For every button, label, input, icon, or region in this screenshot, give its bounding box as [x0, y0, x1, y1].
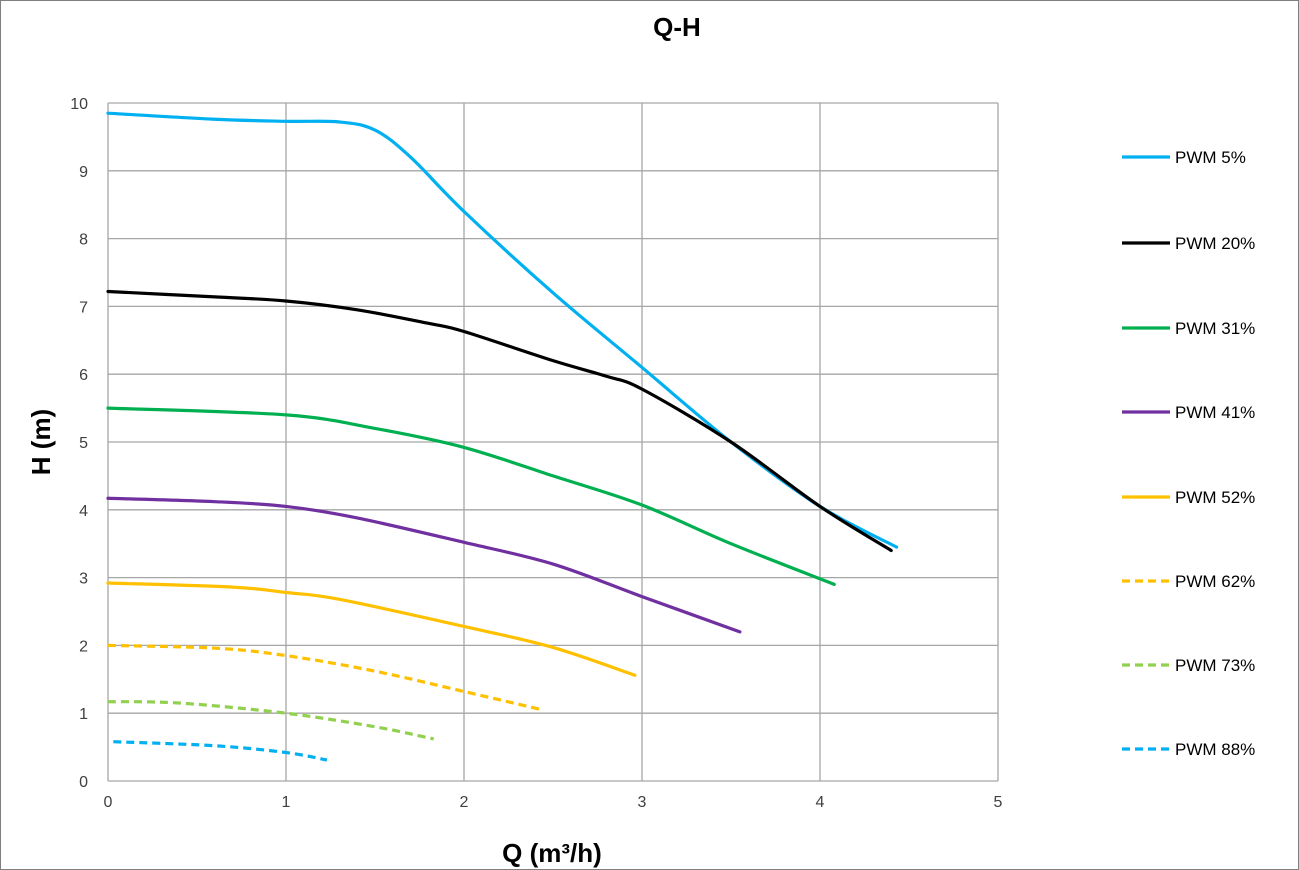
legend-label-pwm-52: PWM 52% — [1175, 488, 1255, 507]
legend-label-pwm-20: PWM 20% — [1175, 234, 1255, 253]
chart-title: Q-H — [653, 12, 701, 42]
y-tick-label: 3 — [79, 571, 88, 588]
series-line-pwm-88 — [113, 740, 328, 762]
y-tick-label: 1 — [79, 706, 88, 723]
series-line-pwm-20 — [106, 289, 893, 553]
x-axis-label: Q (m³/h) — [502, 838, 602, 868]
legend-label-pwm-5: PWM 5% — [1175, 148, 1246, 167]
legend-label-pwm-73: PWM 73% — [1175, 656, 1255, 675]
y-tick-label: 5 — [79, 435, 88, 452]
x-tick-label: 2 — [460, 794, 469, 811]
series-line-pwm-73 — [107, 700, 435, 741]
series-line-pwm-52 — [106, 581, 637, 677]
legend-label-pwm-88: PWM 88% — [1175, 740, 1255, 759]
y-tick-label: 0 — [79, 774, 88, 791]
y-tick-label: 7 — [79, 299, 88, 316]
y-tick-label: 9 — [79, 164, 88, 181]
legend-label-pwm-62: PWM 62% — [1175, 572, 1255, 591]
x-tick-label: 1 — [282, 794, 291, 811]
y-tick-label: 2 — [79, 638, 88, 655]
legend-label-pwm-41: PWM 41% — [1175, 403, 1255, 422]
x-tick-label: 5 — [994, 794, 1003, 811]
y-tick-label: 6 — [79, 367, 88, 384]
y-tick-label: 8 — [79, 232, 88, 249]
series-line-pwm-62 — [107, 643, 543, 712]
y-tick-label: 4 — [79, 503, 88, 520]
y-axis-label: H (m) — [26, 409, 56, 475]
x-tick-label: 0 — [104, 794, 113, 811]
series-line-pwm-31 — [106, 406, 836, 586]
series-line-pwm-5 — [106, 111, 899, 549]
x-tick-label: 4 — [816, 794, 825, 811]
legend-label-pwm-31: PWM 31% — [1175, 319, 1255, 338]
x-tick-label: 3 — [638, 794, 647, 811]
series-line-pwm-41 — [106, 496, 742, 634]
y-tick-label: 10 — [70, 96, 88, 113]
